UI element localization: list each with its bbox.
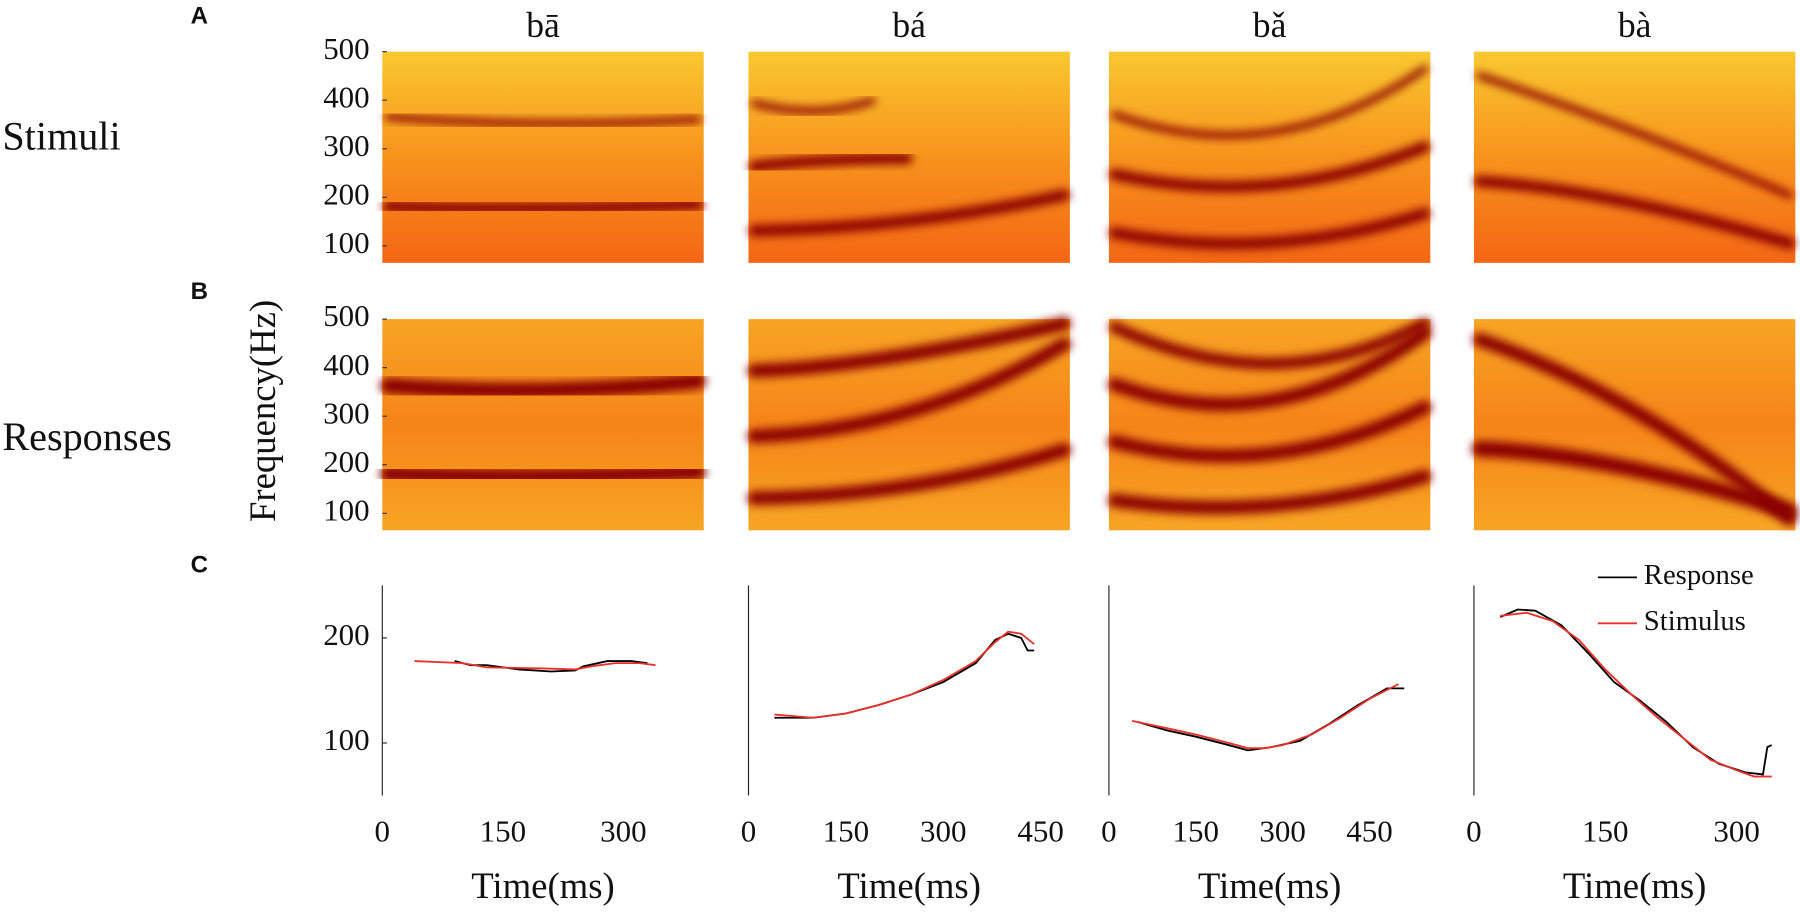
band xyxy=(1107,325,1432,412)
spectrogram xyxy=(382,51,704,263)
band xyxy=(1471,440,1798,519)
y-tick-label: 100 xyxy=(323,492,369,527)
band xyxy=(380,463,707,485)
band xyxy=(1473,175,1796,250)
x-tick-label: 0 xyxy=(375,814,391,849)
series-line xyxy=(1131,683,1399,750)
legend-label: Response xyxy=(1644,559,1754,591)
x-tick-label: 150 xyxy=(823,814,869,849)
band xyxy=(1107,469,1432,515)
series-line xyxy=(414,660,656,671)
band xyxy=(750,97,876,115)
y-tick-label: 100 xyxy=(323,722,369,757)
band xyxy=(748,152,913,173)
column-title: bǎ xyxy=(1253,5,1287,45)
x-axis-label: Time(ms) xyxy=(1563,865,1707,906)
x-tick-label: 0 xyxy=(1466,814,1482,849)
band xyxy=(748,189,1070,237)
band xyxy=(1476,72,1794,199)
x-tick-label: 450 xyxy=(1346,814,1392,849)
y-tick-label: 400 xyxy=(323,79,369,114)
series-line xyxy=(1499,608,1773,776)
y-tick-label: 300 xyxy=(323,395,369,430)
panel-label: B xyxy=(191,278,208,305)
band xyxy=(747,337,1072,444)
y-tick-label: 200 xyxy=(323,176,369,211)
band xyxy=(1108,141,1431,193)
band xyxy=(1108,207,1431,250)
band xyxy=(747,443,1072,506)
x-tick-label: 0 xyxy=(1101,814,1117,849)
series-line xyxy=(774,630,1035,719)
x-axis-label: Time(ms) xyxy=(471,865,615,906)
band xyxy=(1108,317,1431,370)
x-tick-label: 300 xyxy=(1259,814,1305,849)
series-line xyxy=(1137,687,1405,752)
band xyxy=(1107,400,1432,463)
y-axis-label: Frequency(Hz) xyxy=(242,300,283,522)
series-line xyxy=(1500,611,1772,778)
row-label: Stimuli xyxy=(2,113,120,158)
x-tick-label: 300 xyxy=(600,814,646,849)
spectrograms xyxy=(380,51,1798,531)
spectrogram xyxy=(382,319,704,531)
row-label: Responses xyxy=(2,414,172,459)
y-tick-label: 500 xyxy=(323,298,369,333)
x-tick-label: 150 xyxy=(480,814,526,849)
column-title: bā xyxy=(526,5,560,45)
x-tick-label: 150 xyxy=(1173,814,1219,849)
band xyxy=(1111,65,1429,139)
legend-label: Stimulus xyxy=(1644,605,1746,637)
column-title: bá xyxy=(892,5,926,45)
x-axis-label: Time(ms) xyxy=(1198,865,1342,906)
band xyxy=(747,316,1072,378)
panel-label: A xyxy=(191,3,208,30)
x-axis-label: Time(ms) xyxy=(837,865,981,906)
y-tick-label: 100 xyxy=(323,225,369,260)
x-tick-label: 150 xyxy=(1582,814,1628,849)
band xyxy=(1472,332,1797,526)
x-tick-label: 450 xyxy=(1017,814,1063,849)
x-tick-label: 0 xyxy=(741,814,757,849)
panel-label: C xyxy=(191,551,208,578)
harmonic-bands xyxy=(380,65,1798,526)
y-tick-label: 200 xyxy=(323,444,369,479)
x-tick-label: 300 xyxy=(1713,814,1759,849)
series-line xyxy=(774,632,1035,719)
band xyxy=(382,198,704,215)
band xyxy=(380,373,707,399)
y-tick-label: 200 xyxy=(323,617,369,652)
column-title: bà xyxy=(1618,5,1652,45)
band xyxy=(384,113,702,127)
y-tick-label: 300 xyxy=(323,128,369,163)
y-tick-label: 400 xyxy=(323,347,369,382)
y-tick-label: 500 xyxy=(323,31,369,66)
x-tick-label: 300 xyxy=(920,814,966,849)
